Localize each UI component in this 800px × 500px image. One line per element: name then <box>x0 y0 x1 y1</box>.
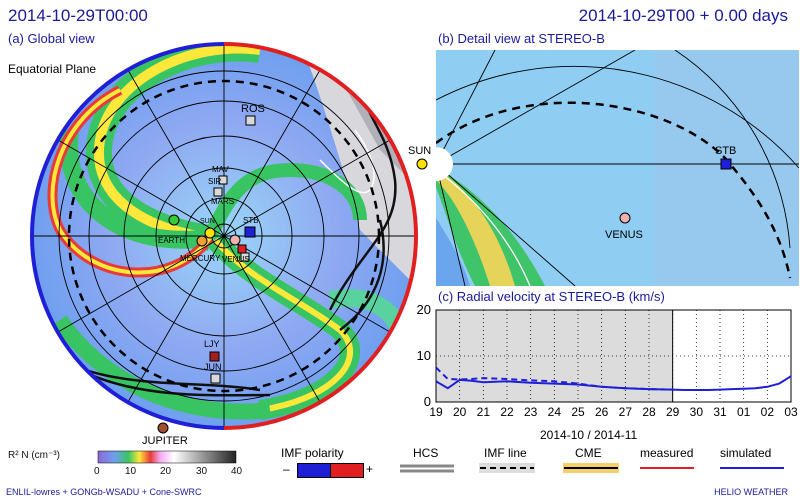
mercury-marker <box>196 235 208 247</box>
hcs-swatch <box>400 464 454 473</box>
y-tick-label: 0 <box>424 394 431 409</box>
sun-label: SUN <box>200 218 215 225</box>
imf-line-label: IMF line <box>484 446 527 460</box>
x-tick-label: 24 <box>548 405 562 419</box>
mav-label: MAV <box>212 165 229 174</box>
x-tick-label: 03 <box>784 405 798 419</box>
jun-label: JUN <box>204 362 222 372</box>
colorbar-tick-40: 40 <box>231 466 243 477</box>
x-tick-label: 21 <box>477 405 491 419</box>
cme-label: CME <box>575 446 602 460</box>
x-tick-label: 26 <box>595 405 609 419</box>
x-tick-label: 02 <box>761 405 775 419</box>
stb-label: STB <box>243 216 259 225</box>
series-line <box>435 366 673 391</box>
sir-label: SIR <box>208 177 222 186</box>
global-view-title: (a) Global view <box>8 31 95 46</box>
detail-view-plot: SUN STB VENUS <box>408 50 799 286</box>
colorbar <box>97 450 237 464</box>
detail-venus-marker <box>619 212 631 224</box>
x-tick-label: 27 <box>619 405 633 419</box>
ljy-label: LJY <box>204 339 220 349</box>
polarity-rim-positive <box>223 42 418 430</box>
simulated-swatch <box>720 467 784 469</box>
ros-marker <box>245 115 256 126</box>
x-tick-label: 20 <box>453 405 467 419</box>
stb-marker <box>244 226 256 238</box>
hcs-label: HCS <box>413 446 439 460</box>
imf-line-swatch <box>479 463 535 473</box>
x-tick-label: 19 <box>429 405 443 419</box>
cme-swatch <box>563 463 619 473</box>
measured-label: measured <box>640 446 694 460</box>
detail-venus-label: VENUS <box>605 229 643 241</box>
x-tick-label: 22 <box>500 405 514 419</box>
polarity-negative-swatch <box>297 463 331 478</box>
earth-orbit-line <box>67 79 381 393</box>
earth-label: EARTH <box>158 236 185 245</box>
velocity-chart-xlabel: 2014-10 / 2014-11 <box>540 428 638 442</box>
x-tick-label: 25 <box>571 405 585 419</box>
model-footer: ENLIL-lowres + GONGb-WSADU + Cone-SWRC <box>6 487 202 497</box>
polarity-positive-swatch <box>330 463 364 478</box>
probe-marker <box>240 252 250 262</box>
jupiter-label: JUPITER <box>142 435 188 445</box>
datetime-left: 2014-10-29T00:00 <box>8 6 148 25</box>
y-tick-label: 20 <box>417 302 431 317</box>
plane-label: Equatorial Plane <box>8 62 97 76</box>
colorbar-tick-10: 10 <box>125 466 137 477</box>
polarity-minus: – <box>283 462 290 476</box>
imf-polarity-label: IMF polarity <box>281 446 344 460</box>
ros-label: ROS <box>241 103 265 115</box>
brand-footer: HELIO WEATHER <box>714 487 788 497</box>
mars-label: MARS <box>211 197 234 206</box>
global-view-plot: ROS MAV SIR MARS SUN STB EARTH MERCURY V… <box>30 42 418 445</box>
mav-marker <box>218 175 228 185</box>
grid <box>32 44 416 428</box>
venus-marker <box>229 234 241 246</box>
x-tick-label: 01 <box>737 405 751 419</box>
measured-swatch <box>640 467 694 469</box>
x-tick-label: 28 <box>642 405 656 419</box>
velocity-chart-title: (c) Radial velocity at STEREO-B (km/s) <box>438 289 665 304</box>
velocity-chart: 19 20 21 22 23 24 25 26 27 28 29 30 31 01 02 03 0 10 20 <box>417 302 798 419</box>
mars-marker <box>213 187 223 197</box>
colorbar-tick-0: 0 <box>94 466 100 477</box>
venus-label: VENUS <box>222 255 250 264</box>
colorbar-tick-30: 30 <box>196 466 208 477</box>
ljy-marker <box>209 351 220 362</box>
jun-marker <box>210 373 221 384</box>
colorbar-label: R² N (cm⁻³) <box>8 450 60 461</box>
sun-marker <box>204 227 216 239</box>
x-tick-label: 31 <box>713 405 727 419</box>
mercury-label: MERCURY <box>180 254 221 263</box>
detail-sun-label: SUN <box>408 145 431 157</box>
red-probe-marker <box>237 244 247 254</box>
datetime-right: 2014-10-29T00 + 0.00 days <box>578 6 788 25</box>
earth-marker <box>168 214 180 226</box>
detail-stb-label: STB <box>715 145 736 157</box>
simulated-label: simulated <box>720 446 772 460</box>
polarity-plus: + <box>366 462 374 476</box>
x-tick-label: 29 <box>666 405 680 419</box>
jupiter-marker <box>157 422 169 434</box>
x-tick-label: 23 <box>524 405 538 419</box>
colorbar-tick-20: 20 <box>160 466 172 477</box>
detail-view-title: (b) Detail view at STEREO-B <box>438 31 605 46</box>
polarity-rim-negative <box>30 42 225 430</box>
detail-sun-marker <box>416 158 428 170</box>
series-line <box>435 375 792 391</box>
y-tick-label: 10 <box>417 348 431 363</box>
detail-stb-marker <box>720 158 732 170</box>
x-tick-label: 30 <box>690 405 704 419</box>
